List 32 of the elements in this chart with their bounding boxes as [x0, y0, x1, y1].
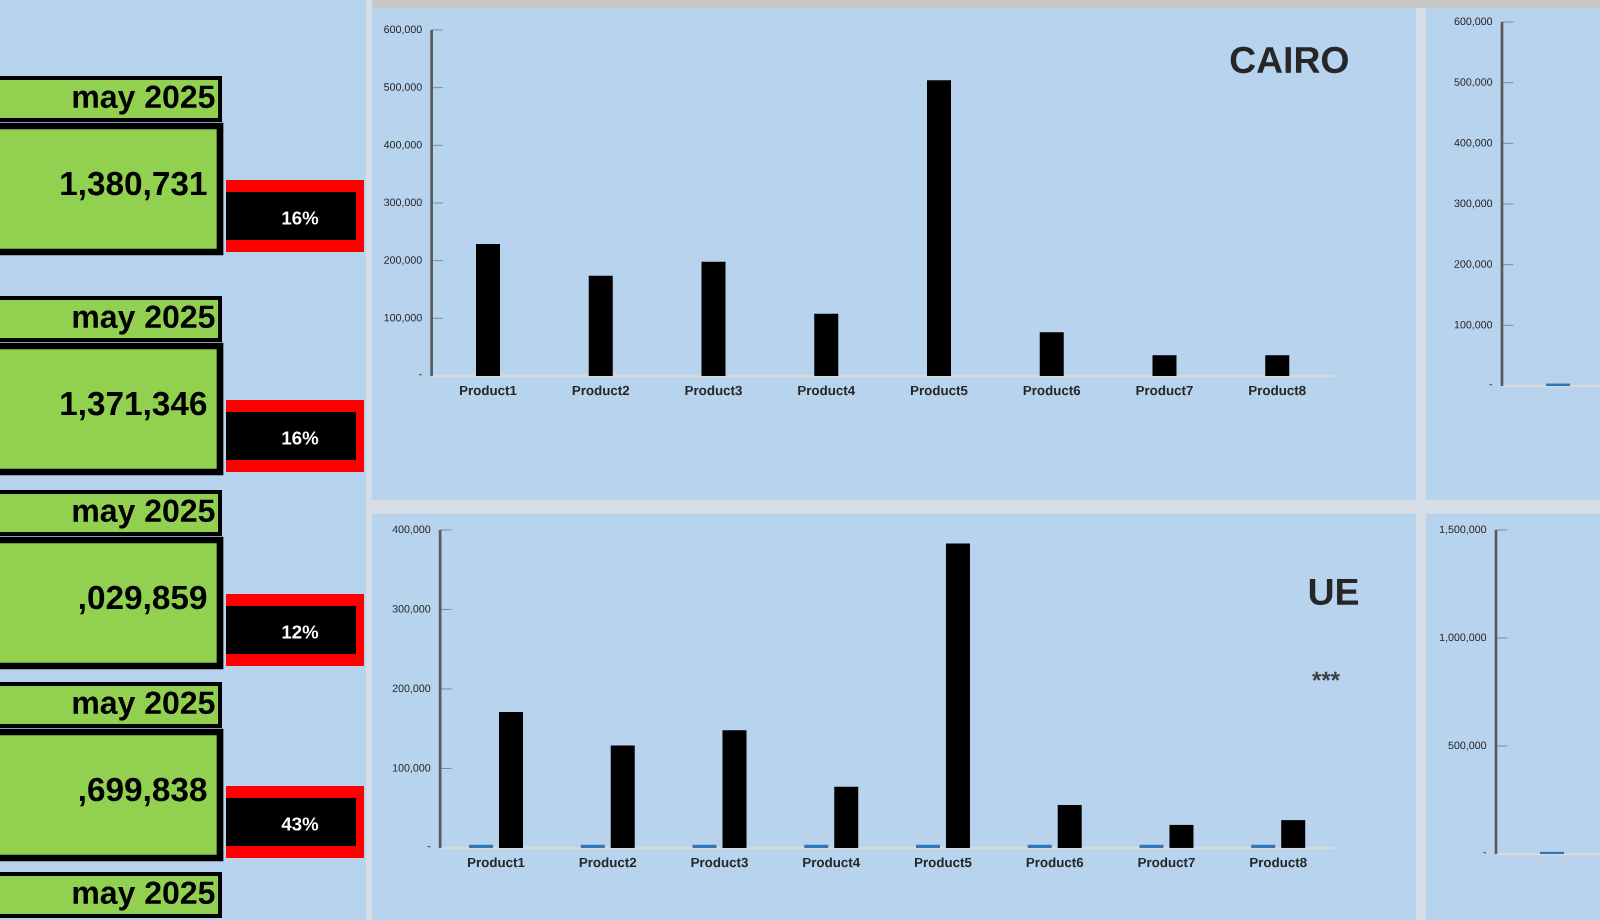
- text: may 2025: [73, 305, 215, 335]
- text: ,029,859: [79, 585, 207, 615]
- bar: [588, 275, 613, 376]
- bar: [499, 712, 523, 848]
- bar: [722, 730, 747, 848]
- bar: [1265, 355, 1290, 376]
- text: may 2025: [73, 85, 215, 115]
- text: 16%: [282, 431, 319, 445]
- text: 43%: [281, 817, 319, 831]
- text: 16%: [282, 211, 319, 225]
- bar: [701, 261, 726, 376]
- bar: [476, 243, 501, 376]
- bar: [1057, 805, 1082, 848]
- bar: [927, 80, 951, 376]
- bar: [1169, 824, 1194, 848]
- bar: [1152, 355, 1177, 376]
- bar: [945, 543, 970, 848]
- text: 1,380,731: [61, 171, 207, 201]
- bar: [610, 745, 635, 848]
- annotation: ***: [1312, 671, 1340, 681]
- text: 1,371,346: [61, 391, 207, 421]
- text: may 2025: [73, 881, 215, 911]
- chart-title: CAIRO: [1230, 46, 1348, 74]
- text: ,699,838: [79, 777, 207, 807]
- text: may 2025: [73, 499, 215, 529]
- bar: [1281, 820, 1306, 848]
- text: UE: [1309, 578, 1359, 606]
- bar: [814, 313, 839, 376]
- text: 12%: [282, 625, 319, 639]
- text: may 2025: [73, 691, 215, 721]
- bar: [834, 786, 859, 848]
- bar: [1039, 332, 1064, 376]
